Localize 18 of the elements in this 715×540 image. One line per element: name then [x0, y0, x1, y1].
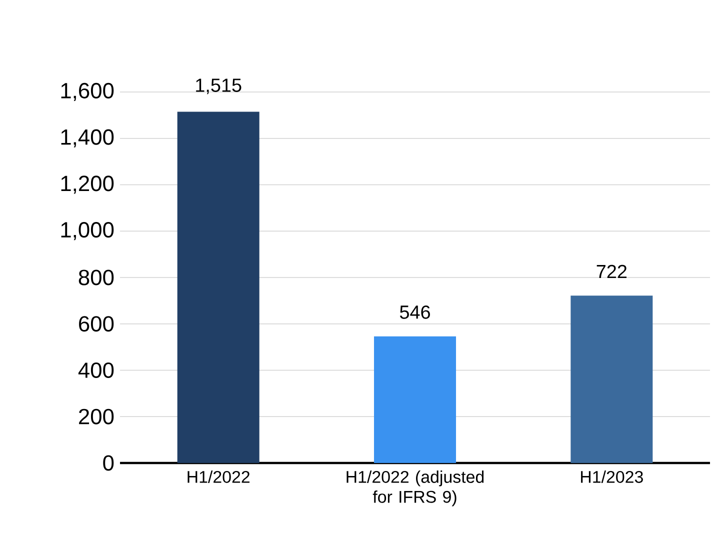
x-tick-label: H1/2023: [581, 470, 643, 483]
y-tick-label: 800: [78, 270, 114, 286]
data-label: 1,515: [196, 78, 242, 94]
y-tick-label: 1,400: [61, 129, 114, 148]
y-tick-label: 1,200: [61, 176, 114, 194]
x-tick-label: H1/2022 (adjusted for IFRS 9): [346, 470, 484, 506]
y-tick-label: 1,600: [61, 82, 114, 102]
data-label: 546: [400, 305, 430, 319]
bar: [374, 336, 456, 463]
y-tick-label: 0: [103, 455, 114, 471]
bar: [177, 112, 260, 463]
bar: [570, 296, 653, 463]
y-tick-label: 400: [78, 362, 114, 378]
y-tick-label: 600: [79, 316, 114, 332]
data-label: 722: [596, 264, 627, 278]
y-tick-label: 200: [79, 408, 114, 424]
y-tick-label: 1,000: [61, 222, 114, 240]
x-tick-label: H1/2022: [188, 470, 250, 483]
